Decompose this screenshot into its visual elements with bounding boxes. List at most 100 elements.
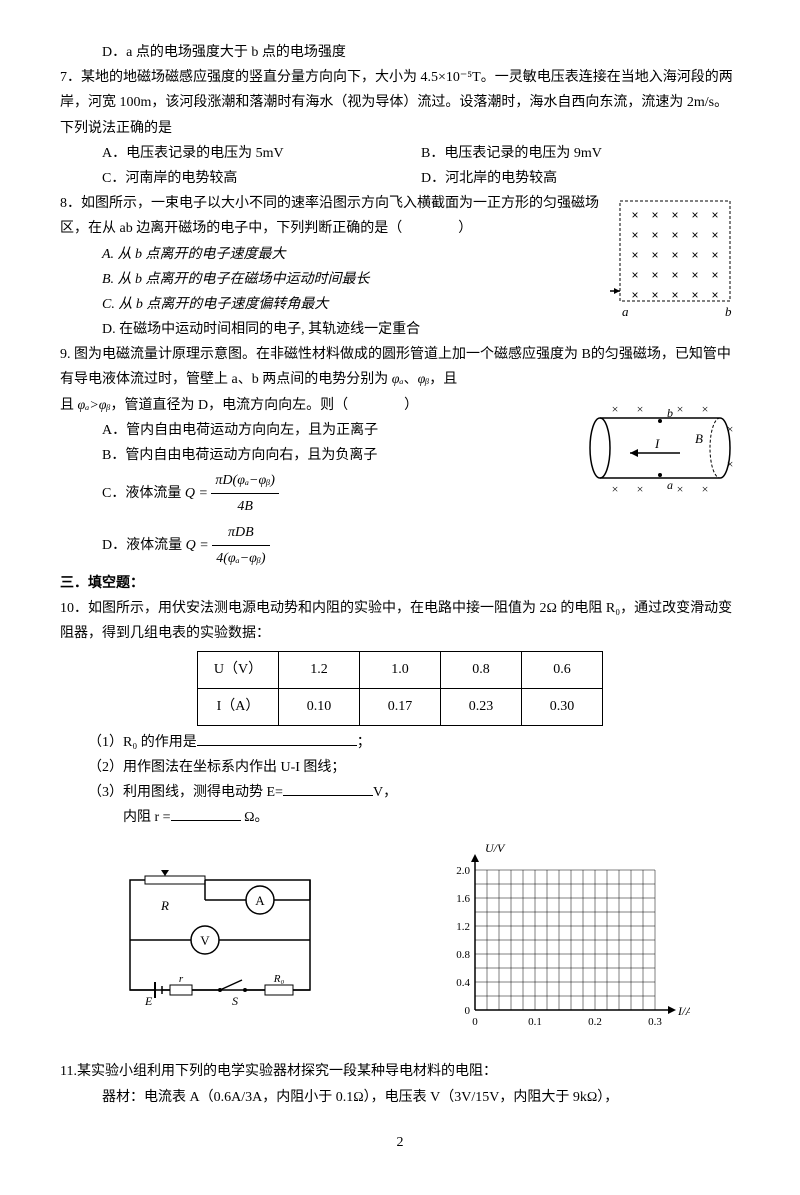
svg-text:0: 0	[472, 1016, 478, 1028]
blank[interactable]	[171, 806, 241, 821]
table-cell: 1.0	[360, 651, 441, 688]
svg-text:2.0: 2.0	[456, 865, 470, 877]
q7-option-c: C．河南岸的电势较高	[102, 166, 421, 191]
svg-text:×: ×	[637, 402, 644, 416]
svg-text:×: ×	[711, 228, 718, 242]
svg-text:r: r	[179, 973, 184, 985]
svg-text:×: ×	[711, 248, 718, 262]
svg-text:1.2: 1.2	[456, 921, 470, 933]
table-cell: 0.10	[279, 688, 360, 725]
svg-text:×: ×	[631, 208, 638, 222]
svg-text:×: ×	[727, 457, 734, 471]
svg-text:×: ×	[691, 208, 698, 222]
svg-text:×: ×	[711, 208, 718, 222]
q10-stem: 10．如图所示，用伏安法测电源电动势和内阻的实验中，在电路中接一阻值为 2Ω 的…	[60, 596, 740, 646]
q10-table: U（V） 1.2 1.0 0.8 0.6 I（A） 0.10 0.17 0.23…	[197, 651, 603, 726]
svg-text:0.1: 0.1	[528, 1016, 542, 1028]
svg-text:B: B	[695, 431, 703, 446]
table-head-u: U（V）	[198, 651, 279, 688]
svg-text:×: ×	[631, 248, 638, 262]
svg-text:×: ×	[691, 268, 698, 282]
table-cell: 0.6	[522, 651, 603, 688]
q9-cond: 且 φₐ>φᵦ，管道直径为 D，电流方向向左。则（ ）	[60, 393, 570, 418]
table-cell: 0.23	[441, 688, 522, 725]
q10-p4: 内阻 r = Ω。	[60, 805, 740, 830]
svg-text:b: b	[667, 406, 673, 420]
svg-text:×: ×	[711, 288, 718, 302]
q6-option-d: D．a 点的电场强度大于 b 点的电场强度	[60, 40, 740, 65]
q10-circuit: R A V E r	[110, 870, 330, 1019]
svg-text:A: A	[255, 893, 265, 908]
svg-text:×: ×	[671, 288, 678, 302]
section3-title: 三．填空题：	[60, 571, 740, 596]
q7-option-b: B．电压表记录的电压为 9mV	[421, 141, 740, 166]
q7-option-a: A．电压表记录的电压为 5mV	[102, 141, 421, 166]
q9-option-c: C．液体流量 Q = πD(φₐ−φᵦ)4B	[60, 468, 570, 519]
q9-figure: × × × × × × × × × × b a I B	[580, 393, 740, 512]
svg-text:V: V	[200, 933, 210, 948]
q8-figure: ××××× ××××× ××××× ××××× ××××× a b	[610, 191, 740, 330]
svg-text:×: ×	[651, 288, 658, 302]
svg-text:×: ×	[671, 208, 678, 222]
q10-p1: （1）R₀ 的作用是；	[60, 730, 740, 755]
svg-text:×: ×	[671, 268, 678, 282]
q9-option-d: D．液体流量 Q = πDB4(φₐ−φᵦ)	[60, 520, 570, 571]
svg-text:×: ×	[637, 482, 644, 496]
svg-text:×: ×	[711, 268, 718, 282]
svg-text:×: ×	[691, 248, 698, 262]
svg-text:I: I	[654, 436, 660, 451]
q7-stem: 7．某地的地磁场磁感应强度的竖直分量方向向下，大小为 4.5×10⁻⁵T。一灵敏…	[60, 65, 740, 141]
q10-p3: （3）利用图线，测得电动势 E=V，	[60, 780, 740, 805]
svg-text:0.3: 0.3	[648, 1016, 662, 1028]
svg-text:×: ×	[651, 208, 658, 222]
svg-text:×: ×	[631, 288, 638, 302]
svg-text:×: ×	[727, 422, 734, 436]
svg-text:1.6: 1.6	[456, 893, 470, 905]
svg-text:×: ×	[651, 228, 658, 242]
svg-text:S: S	[232, 994, 238, 1008]
table-cell: 0.17	[360, 688, 441, 725]
q11-stem: 11.某实验小组利用下列的电学实验器材探究一段某种导电材料的电阻：	[60, 1059, 740, 1084]
table-cell: 0.30	[522, 688, 603, 725]
q7-options-row2: C．河南岸的电势较高 D．河北岸的电势较高	[60, 166, 740, 191]
q9-option-b: B．管内自由电荷运动方向向右，且为负离子	[60, 443, 570, 468]
svg-text:0.2: 0.2	[588, 1016, 602, 1028]
q10-chart: U/V I/A 2.0 1.6 1.2 0.8	[430, 840, 690, 1049]
q8-option-b: B. 从 b 点离开的电子在磁场中运动时间最长	[60, 267, 600, 292]
q10-p2: （2）用作图法在坐标系内作出 U-I 图线；	[60, 755, 740, 780]
svg-text:R: R	[160, 898, 169, 913]
svg-text:×: ×	[631, 228, 638, 242]
svg-text:b: b	[725, 304, 732, 319]
svg-text:U/V: U/V	[485, 841, 506, 855]
blank[interactable]	[197, 731, 357, 746]
q8-option-c: C. 从 b 点离开的电子速度偏转角最大	[60, 292, 600, 317]
svg-text:×: ×	[691, 288, 698, 302]
svg-text:0: 0	[465, 1005, 471, 1017]
svg-text:a: a	[667, 478, 673, 492]
q7-options-row1: A．电压表记录的电压为 5mV B．电压表记录的电压为 9mV	[60, 141, 740, 166]
page-number: 2	[60, 1130, 740, 1155]
svg-text:×: ×	[631, 268, 638, 282]
q7-option-d: D．河北岸的电势较高	[421, 166, 740, 191]
table-cell: 0.8	[441, 651, 522, 688]
table-cell: 1.2	[279, 651, 360, 688]
q11-eq: 器材：电流表 A（0.6A/3A，内阻小于 0.1Ω），电压表 V（3V/15V…	[60, 1085, 740, 1110]
svg-text:×: ×	[677, 402, 684, 416]
q8-option-a: A. 从 b 点离开的电子速度最大	[60, 242, 600, 267]
svg-text:0.8: 0.8	[456, 949, 470, 961]
svg-text:×: ×	[612, 402, 619, 416]
q9-stem: 9. 图为电磁流量计原理示意图。在非磁性材料做成的圆形管道上加一个磁感应强度为 …	[60, 342, 740, 392]
q9-option-a: A．管内自由电荷运动方向向左，且为正离子	[60, 418, 570, 443]
blank[interactable]	[283, 781, 373, 796]
svg-text:×: ×	[651, 248, 658, 262]
svg-text:×: ×	[671, 248, 678, 262]
svg-text:×: ×	[677, 482, 684, 496]
svg-text:×: ×	[651, 268, 658, 282]
svg-text:R₀: R₀	[273, 973, 285, 985]
svg-text:×: ×	[702, 402, 709, 416]
svg-text:I/A: I/A	[677, 1004, 690, 1018]
svg-text:×: ×	[702, 482, 709, 496]
svg-text:0.4: 0.4	[456, 977, 470, 989]
svg-text:×: ×	[612, 482, 619, 496]
q8-option-d: D. 在磁场中运动时间相同的电子, 其轨迹线一定重合	[60, 317, 600, 342]
